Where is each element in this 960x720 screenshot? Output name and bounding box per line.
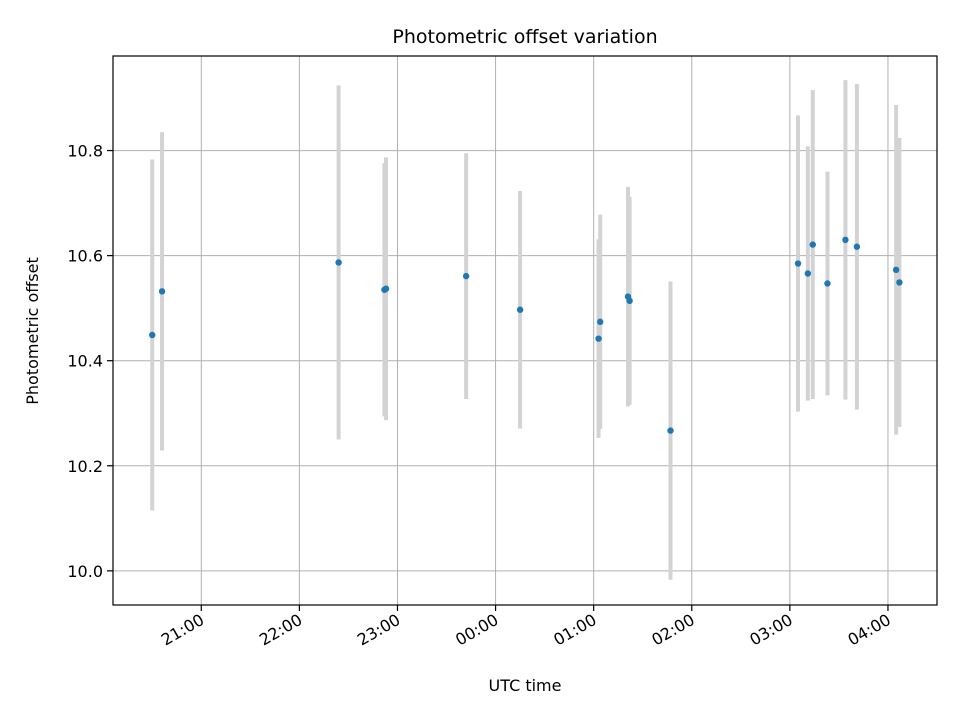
y-tick-label: 10.8 [67, 142, 103, 161]
data-point [794, 260, 802, 267]
x-axis-title: UTC time [489, 676, 562, 695]
chart-title: Photometric offset variation [392, 26, 657, 48]
data-point [809, 241, 816, 248]
data-point [853, 243, 861, 250]
y-axis-title: Photometric offset [23, 257, 42, 405]
data-point [892, 266, 900, 274]
data-point [516, 306, 524, 313]
grid [113, 56, 937, 605]
y-tick-label: 10.0 [67, 562, 103, 581]
data-point [842, 236, 849, 244]
y-tick-label: 10.2 [67, 457, 103, 476]
data-point [896, 279, 903, 286]
data-point [824, 280, 831, 287]
data-point [626, 297, 633, 305]
data-point [149, 331, 156, 339]
y-tick-label: 10.6 [67, 247, 103, 266]
data-point [462, 272, 470, 280]
data-point [597, 318, 604, 326]
data-point [382, 285, 390, 292]
data-points [149, 236, 903, 434]
y-axis: 10.0 10.2 10.4 10.6 10.8 [67, 142, 113, 581]
data-point [804, 270, 812, 277]
data-point [335, 259, 342, 266]
data-point [158, 288, 166, 295]
data-point [667, 427, 674, 434]
y-tick-label: 10.4 [67, 352, 103, 371]
plot-frame [112, 55, 938, 606]
data-point [595, 335, 602, 342]
